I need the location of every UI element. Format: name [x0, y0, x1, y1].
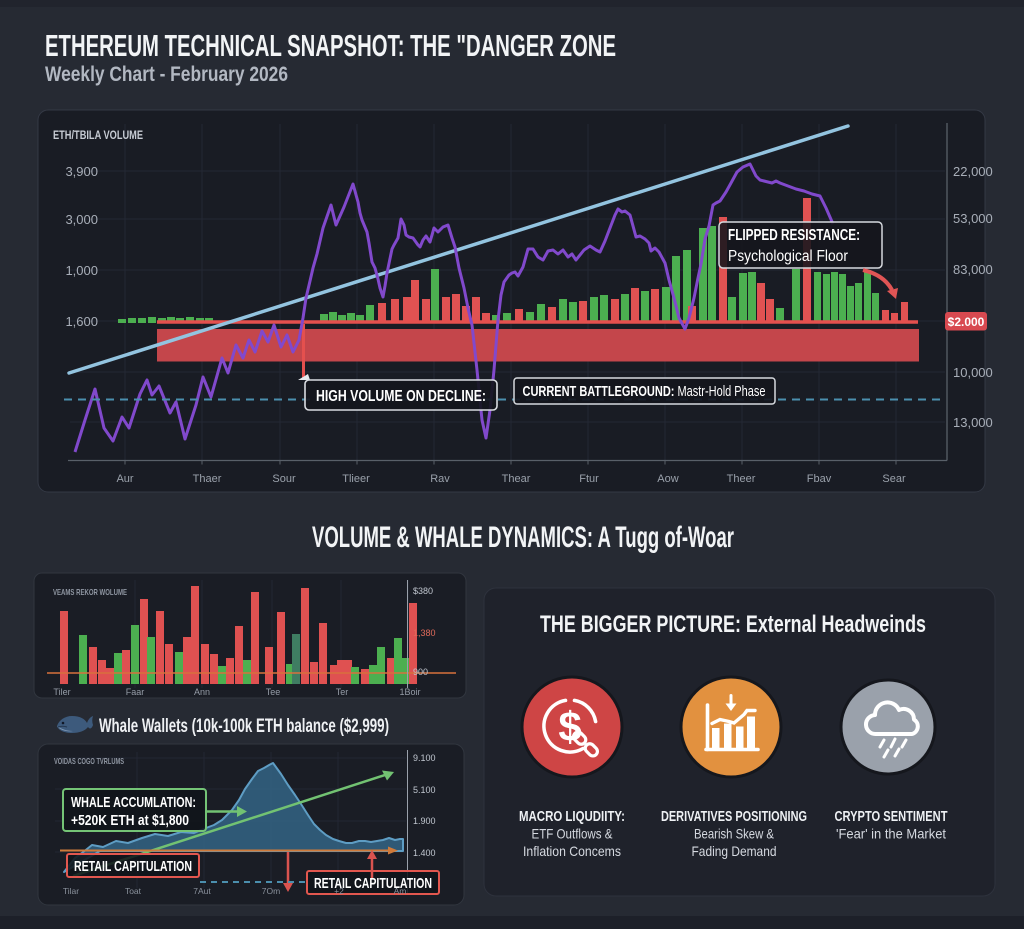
- svg-text:7Om: 7Om: [262, 886, 280, 896]
- svg-text:1.400: 1.400: [413, 848, 436, 858]
- svg-text:7Aut: 7Aut: [193, 886, 211, 896]
- svg-text:VOIDAS COGO TVRLUMS: VOIDAS COGO TVRLUMS: [54, 756, 124, 766]
- svg-text:900: 900: [413, 667, 428, 677]
- svg-text:Am: Am: [394, 886, 407, 896]
- svg-text:Ftur: Ftur: [579, 473, 599, 485]
- svg-text:WHALE ACCUMLATION:: WHALE ACCUMLATION:: [71, 794, 196, 811]
- svg-text:$: $: [558, 703, 581, 750]
- svg-text:Aow: Aow: [657, 473, 678, 485]
- svg-text:Toat: Toat: [125, 886, 142, 896]
- svg-text:Sour: Sour: [272, 473, 296, 485]
- svg-text:Theer: Theer: [727, 473, 756, 485]
- svg-text:9.100: 9.100: [413, 753, 436, 763]
- svg-text:Thaer: Thaer: [193, 473, 222, 485]
- svg-text:Sear: Sear: [882, 473, 906, 485]
- svg-text:Ter: Ter: [336, 687, 349, 697]
- svg-text:RETAIL CAPITULATION: RETAIL CAPITULATION: [74, 858, 192, 875]
- svg-text:DERIVATIVES POSITIONING: DERIVATIVES POSITIONING: [661, 809, 807, 825]
- svg-text:5.100: 5.100: [413, 785, 436, 795]
- svg-text:1,380: 1,380: [413, 628, 436, 638]
- svg-text:Faar: Faar: [126, 687, 145, 697]
- svg-text:Inflation Concems: Inflation Concems: [523, 843, 621, 859]
- svg-text:83,000: 83,000: [953, 262, 993, 277]
- svg-text:Bearish Skew &: Bearish Skew &: [694, 826, 775, 842]
- svg-text:1Boir: 1Boir: [399, 687, 420, 697]
- svg-text:3,000: 3,000: [65, 212, 98, 227]
- svg-text:MACRO LIQUDIITY:: MACRO LIQUDIITY:: [519, 809, 625, 825]
- svg-text:1,000: 1,000: [65, 263, 98, 278]
- svg-text:ETHEREUM TECHNICAL SNAPSHOT: T: ETHEREUM TECHNICAL SNAPSHOT: THE "DANGER…: [45, 28, 616, 63]
- svg-text:Psychological Floor: Psychological Floor: [728, 248, 848, 265]
- svg-text:+520K ETH at $1,800: +520K ETH at $1,800: [71, 812, 189, 829]
- svg-text:CRYPTO SENTIMENT: CRYPTO SENTIMENT: [835, 809, 948, 825]
- svg-text:RETAIL CAPITULATION: RETAIL CAPITULATION: [314, 875, 432, 892]
- svg-text:FLIPPED RESISTANCE:: FLIPPED RESISTANCE:: [728, 227, 860, 244]
- svg-text:Tee: Tee: [266, 687, 281, 697]
- svg-text:Weekly Chart - February 2026: Weekly Chart - February 2026: [45, 63, 288, 86]
- svg-text:Ann: Ann: [194, 687, 210, 697]
- svg-text:CURRENT BATTLEGROUND: Mastr-Ho: CURRENT BATTLEGROUND: Mastr-Hold Phase: [523, 384, 766, 400]
- svg-text:Aur: Aur: [116, 473, 133, 485]
- svg-text:Rav: Rav: [430, 473, 450, 485]
- svg-text:1,600: 1,600: [65, 314, 98, 329]
- svg-text:Whale Wallets (10k-100k ETH ba: Whale Wallets (10k-100k ETH balance ($2,…: [99, 716, 389, 737]
- svg-text:VOLUME & WHALE DYNAMICS: A Tug: VOLUME & WHALE DYNAMICS: A Tugg of-Woar: [312, 521, 734, 554]
- svg-text:'Fear' in the Market: 'Fear' in the Market: [836, 826, 946, 842]
- svg-text:3,900: 3,900: [65, 164, 98, 179]
- svg-text:ETF Outflows &: ETF Outflows &: [532, 826, 614, 842]
- svg-text:+2: +2: [334, 886, 344, 896]
- svg-text:Tiler: Tiler: [53, 687, 70, 697]
- svg-text:1.900: 1.900: [413, 816, 436, 826]
- svg-text:VEAMS REKOR WOLUME: VEAMS REKOR WOLUME: [53, 587, 127, 597]
- svg-text:10,000: 10,000: [953, 365, 993, 380]
- svg-text:$380: $380: [413, 586, 433, 596]
- svg-text:THE BIGGER PICTURE: External H: THE BIGGER PICTURE: External Headweinds: [540, 611, 926, 638]
- svg-text:13,000: 13,000: [953, 415, 993, 430]
- svg-text:HIGH VOLUME ON DECLINE:: HIGH VOLUME ON DECLINE:: [316, 388, 486, 405]
- svg-text:Tilar: Tilar: [63, 886, 79, 896]
- svg-text:22,000: 22,000: [953, 164, 993, 179]
- svg-text:Fbav: Fbav: [807, 473, 832, 485]
- svg-text:$2.000: $2.000: [948, 315, 985, 329]
- svg-text:ETH/TBILA VOLUME: ETH/TBILA VOLUME: [53, 128, 143, 142]
- svg-text:53,000: 53,000: [953, 211, 993, 226]
- svg-text:Thear: Thear: [502, 473, 531, 485]
- svg-text:Tlieer: Tlieer: [342, 473, 370, 485]
- svg-text:Fading Demand: Fading Demand: [692, 843, 777, 859]
